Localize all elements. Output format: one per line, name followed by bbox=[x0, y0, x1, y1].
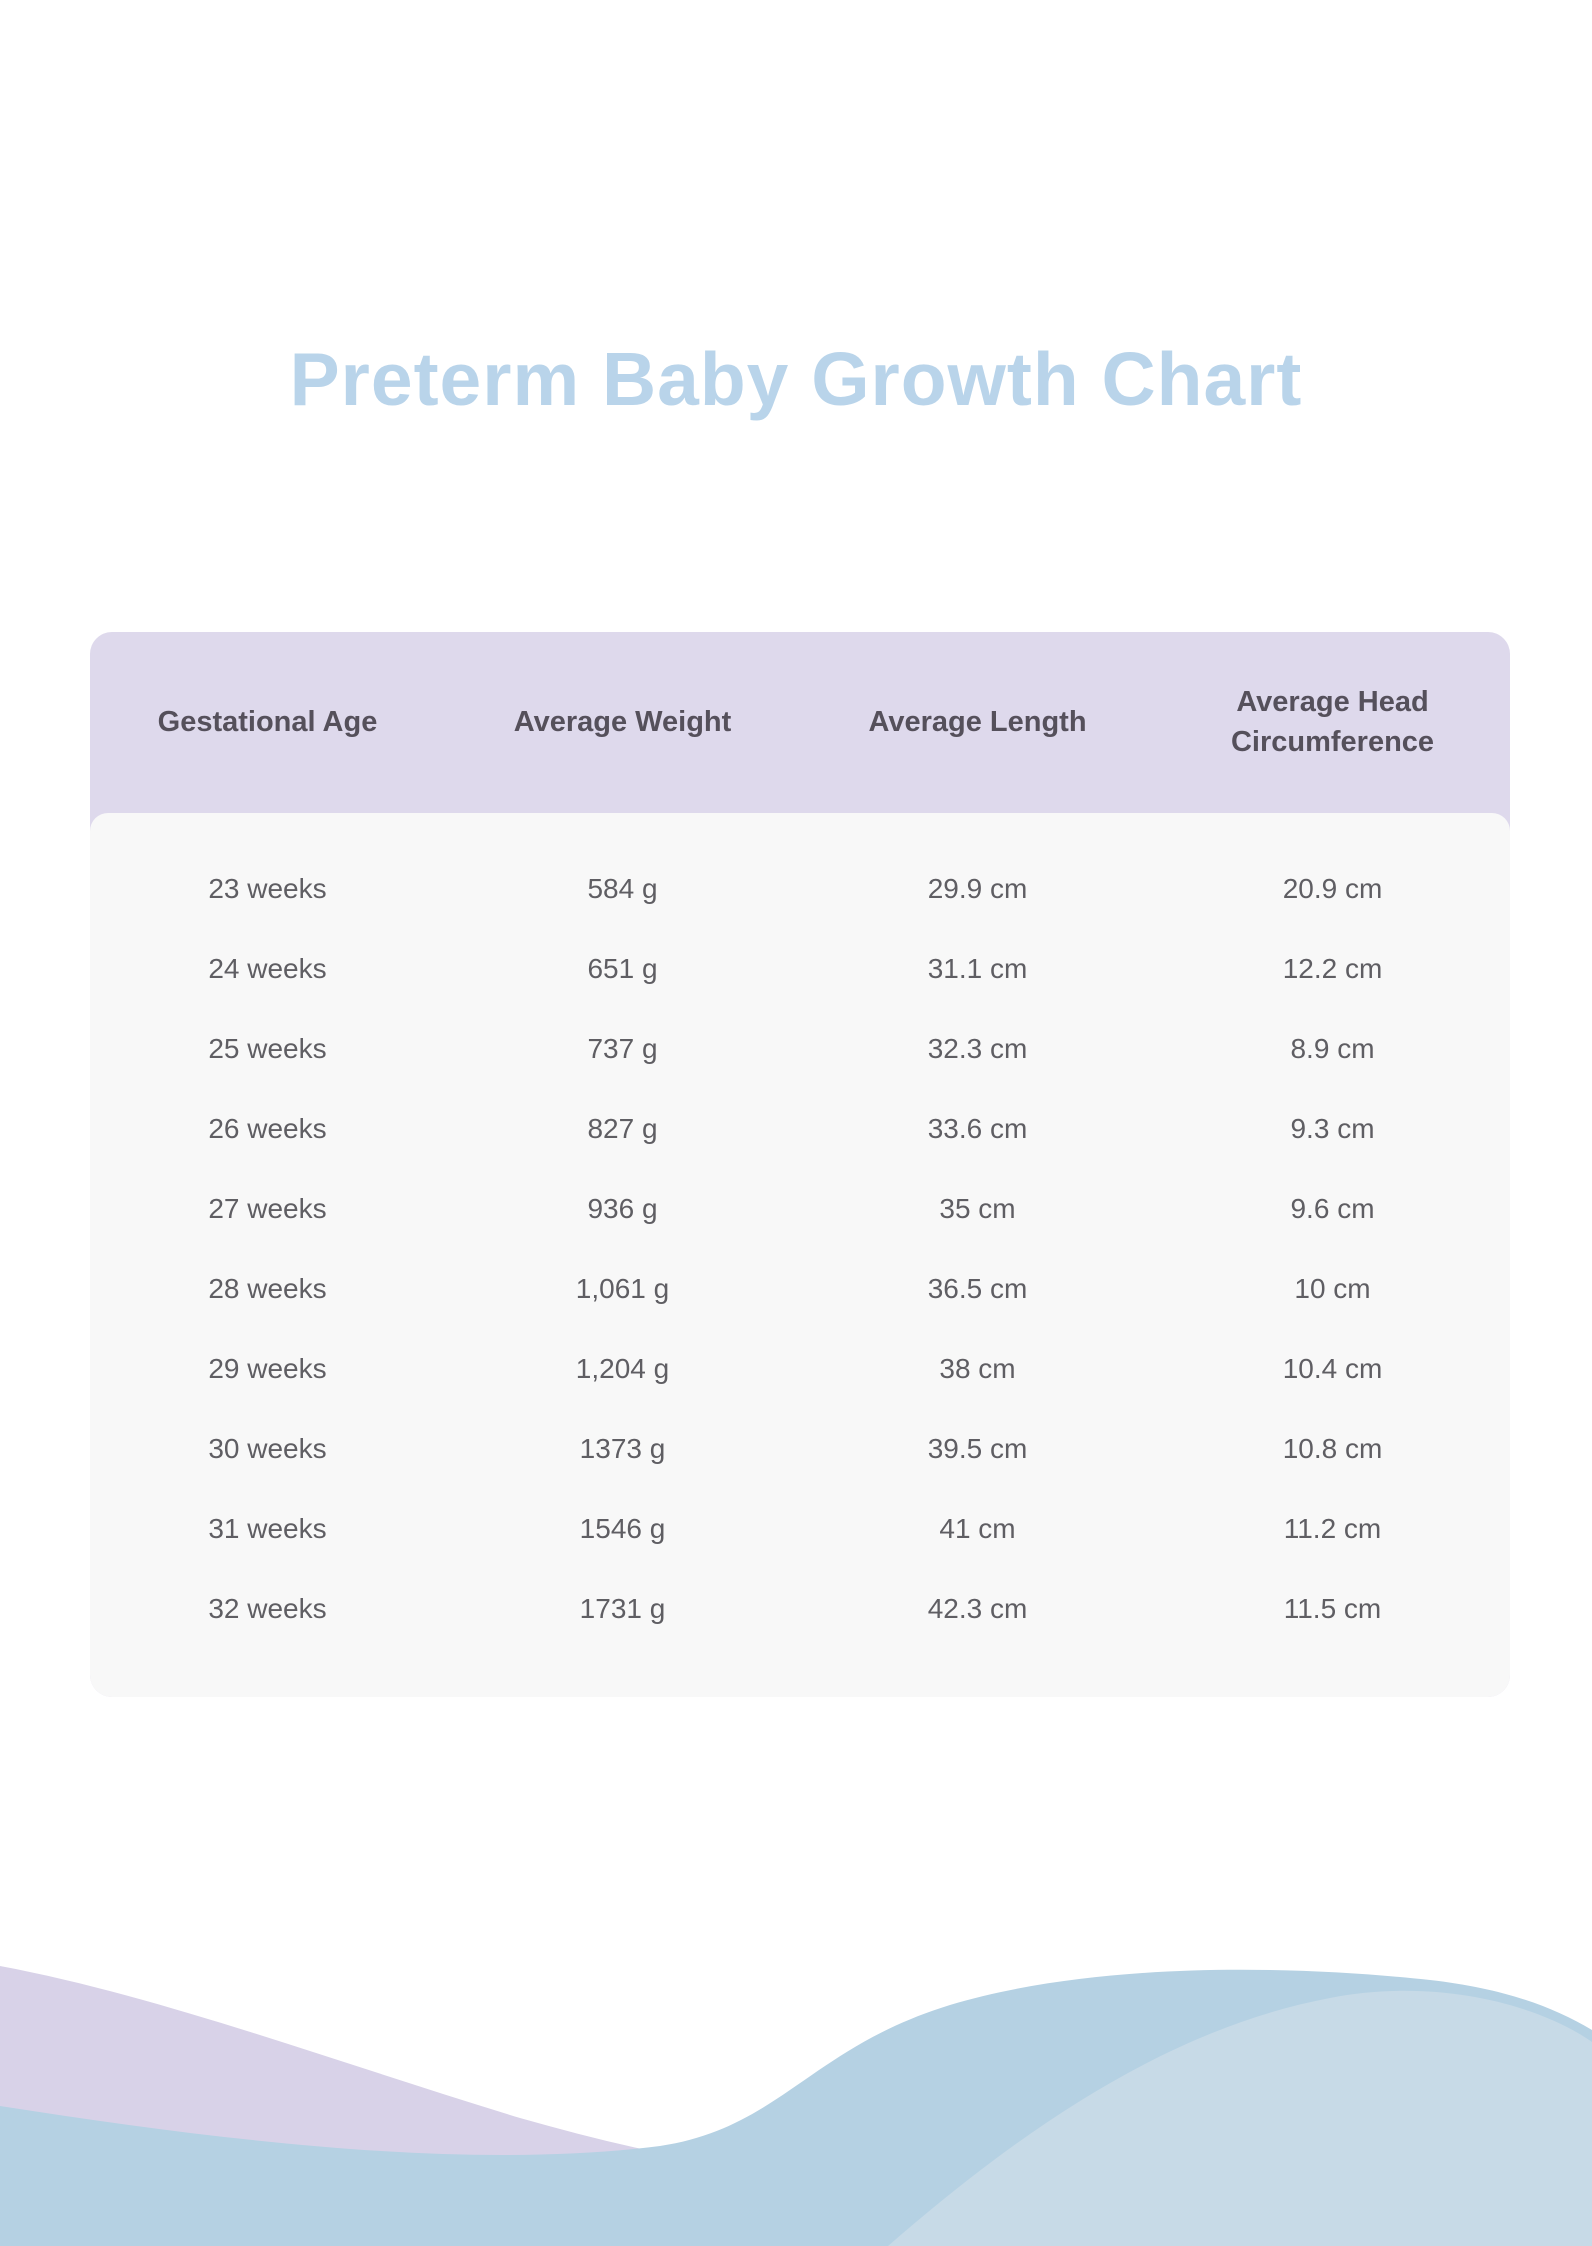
cell-average-weight: 584 g bbox=[587, 873, 658, 904]
cell-average-head-circumference: 12.2 cm bbox=[1282, 953, 1383, 984]
cell-average-head-circumference: 8.9 cm bbox=[1290, 1033, 1375, 1064]
cell-average-head-circumference: 9.3 cm bbox=[1290, 1113, 1375, 1144]
cell-average-weight: 737 g bbox=[587, 1033, 658, 1064]
cell-average-head-circumference: 10 cm bbox=[1294, 1273, 1371, 1304]
cell-average-length: 36.5 cm bbox=[927, 1273, 1028, 1304]
cell-average-weight: 1546 g bbox=[579, 1513, 666, 1544]
cell-gestational-age: 28 weeks bbox=[208, 1273, 327, 1304]
column-header-average-weight: Average Weight bbox=[513, 705, 732, 738]
table-row: 24 weeks 651 g 31.1 cm 12.2 cm bbox=[90, 929, 1510, 1009]
cell-gestational-age: 24 weeks bbox=[208, 953, 327, 984]
growth-table-card: Gestational Age Average Weight Average L… bbox=[90, 632, 1510, 1697]
cell-average-length: 41 cm bbox=[939, 1513, 1016, 1544]
cell-average-weight: 1373 g bbox=[579, 1433, 666, 1464]
cell-gestational-age: 26 weeks bbox=[208, 1113, 327, 1144]
cell-average-weight: 651 g bbox=[587, 953, 658, 984]
cell-gestational-age: 30 weeks bbox=[208, 1433, 327, 1464]
column-header-average-head-circumference: Average Head Circumference bbox=[1230, 686, 1435, 758]
column-header-gestational-age: Gestational Age bbox=[157, 705, 378, 738]
column-header-average-length: Average Length bbox=[868, 705, 1087, 738]
cell-average-weight: 1,204 g bbox=[575, 1353, 670, 1384]
cell-average-head-circumference: 11.2 cm bbox=[1283, 1513, 1382, 1544]
cell-gestational-age: 32 weeks bbox=[208, 1593, 327, 1624]
table-row: 30 weeks 1373 g 39.5 cm 10.8 cm bbox=[90, 1409, 1510, 1489]
cell-average-head-circumference: 10.4 cm bbox=[1282, 1353, 1383, 1384]
cell-average-length: 32.3 cm bbox=[927, 1033, 1028, 1064]
cell-gestational-age: 27 weeks bbox=[208, 1193, 327, 1224]
table-body: 23 weeks 584 g 29.9 cm 20.9 cm 24 weeks … bbox=[90, 813, 1510, 1697]
cell-average-length: 33.6 cm bbox=[927, 1113, 1028, 1144]
table-row: 28 weeks 1,061 g 36.5 cm 10 cm bbox=[90, 1249, 1510, 1329]
table-row: 25 weeks 737 g 32.3 cm 8.9 cm bbox=[90, 1009, 1510, 1089]
cell-gestational-age: 23 weeks bbox=[208, 873, 327, 904]
wave-light-blue-shape bbox=[888, 1990, 1592, 2246]
cell-gestational-age: 25 weeks bbox=[208, 1033, 327, 1064]
cell-average-length: 38 cm bbox=[939, 1353, 1016, 1384]
cell-average-length: 31.1 cm bbox=[927, 953, 1028, 984]
cell-average-length: 35 cm bbox=[939, 1193, 1016, 1224]
cell-average-head-circumference: 10.8 cm bbox=[1282, 1433, 1383, 1464]
cell-average-weight: 1731 g bbox=[579, 1593, 666, 1624]
cell-gestational-age: 31 weeks bbox=[208, 1513, 327, 1544]
cell-average-weight: 827 g bbox=[587, 1113, 658, 1144]
cell-average-length: 42.3 cm bbox=[927, 1593, 1028, 1624]
table-row: 27 weeks 936 g 35 cm 9.6 cm bbox=[90, 1169, 1510, 1249]
cell-average-head-circumference: 9.6 cm bbox=[1290, 1193, 1375, 1224]
table-row: 29 weeks 1,204 g 38 cm 10.4 cm bbox=[90, 1329, 1510, 1409]
table-row: 32 weeks 1731 g 42.3 cm 11.5 cm bbox=[90, 1569, 1510, 1649]
table-row: 26 weeks 827 g 33.6 cm 9.3 cm bbox=[90, 1089, 1510, 1169]
table-row: 31 weeks 1546 g 41 cm 11.2 cm bbox=[90, 1489, 1510, 1569]
cell-average-weight: 1,061 g bbox=[575, 1273, 670, 1304]
cell-average-weight: 936 g bbox=[587, 1193, 658, 1224]
cell-gestational-age: 29 weeks bbox=[208, 1353, 327, 1384]
cell-average-head-circumference: 11.5 cm bbox=[1283, 1593, 1382, 1624]
cell-average-length: 29.9 cm bbox=[927, 873, 1028, 904]
table-row: 23 weeks 584 g 29.9 cm 20.9 cm bbox=[90, 849, 1510, 929]
table-header-row: Gestational Age Average Weight Average L… bbox=[90, 632, 1510, 813]
page-title: Preterm Baby Growth Chart bbox=[289, 337, 1303, 421]
cell-average-head-circumference: 20.9 cm bbox=[1282, 873, 1383, 904]
cell-average-length: 39.5 cm bbox=[927, 1433, 1028, 1464]
